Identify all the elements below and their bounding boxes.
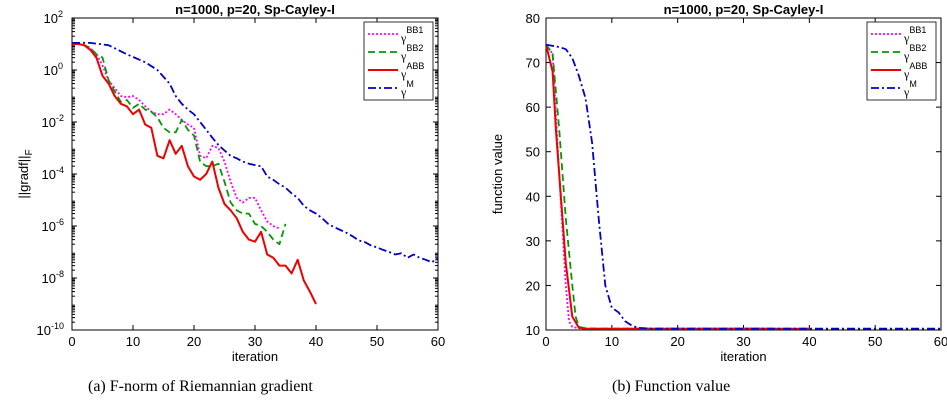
legend-label: γM	[903, 79, 917, 99]
x-tick-label: 60	[431, 334, 445, 349]
y-tick-label: 10	[42, 115, 56, 130]
legend-label-base: γ	[400, 85, 407, 99]
y-tick-label: 10	[44, 11, 58, 26]
legend-label-base: γ	[903, 67, 910, 81]
x-axis-label: iteration	[232, 349, 278, 364]
legend-label: γBB2	[400, 43, 423, 63]
y-tick-label: 70	[526, 56, 540, 71]
legend-label-base: γ	[903, 31, 910, 45]
y-tick-exponent: -10	[51, 321, 64, 331]
x-tick-label: 10	[605, 334, 619, 349]
x-tick-label: 20	[187, 334, 201, 349]
y-tick-label: 10	[37, 323, 51, 338]
y-tick-exponent: -4	[56, 165, 64, 175]
legend-label: γM	[400, 79, 414, 99]
caption-a: (a) F-norm of Riemannian gradient	[88, 378, 313, 395]
legend-label-sup: ABB	[909, 61, 927, 71]
legend-label: γABB	[400, 61, 424, 81]
legend-label-base: γ	[400, 67, 407, 81]
y-axis-label: function value	[490, 134, 505, 214]
legend-box	[363, 21, 434, 101]
y-tick-label: 10	[42, 219, 56, 234]
x-tick-label: 40	[309, 334, 323, 349]
series-line-abb	[72, 43, 317, 305]
y-tick-exponent: -8	[56, 269, 64, 279]
y-tick-label: 30	[526, 234, 540, 249]
x-axis-label: iteration	[720, 349, 766, 364]
legend-label-sup: BB1	[406, 25, 423, 35]
chart-title: n=1000, p=20, Sp-Cayley-I	[175, 2, 335, 17]
legend-box	[866, 21, 937, 101]
chart-title: n=1000, p=20, Sp-Cayley-I	[664, 2, 824, 17]
legend-label: γBB1	[903, 25, 926, 45]
y-tick-label: 10	[42, 167, 56, 182]
legend-label-base: γ	[903, 85, 910, 99]
x-tick-label: 0	[542, 334, 549, 349]
x-tick-label: 50	[868, 334, 882, 349]
x-tick-label: 30	[248, 334, 262, 349]
x-tick-label: 10	[126, 334, 140, 349]
y-tick-label: 50	[526, 145, 540, 160]
x-tick-label: 50	[370, 334, 384, 349]
legend-label: γBB2	[903, 43, 926, 63]
legend-label: γBB1	[400, 25, 423, 45]
y-axis-label-subscript: F	[24, 149, 35, 155]
legend-label-sup: BB2	[909, 43, 926, 53]
y-tick-label: 10	[44, 63, 58, 78]
y-tick-label: 60	[526, 100, 540, 115]
y-tick-exponent: -6	[56, 217, 64, 227]
y-tick-label: 80	[526, 11, 540, 26]
series-line-m	[546, 43, 941, 330]
caption-b: (b) Function value	[612, 378, 731, 395]
legend-label-base: γ	[903, 49, 910, 63]
y-tick-label: 20	[526, 278, 540, 293]
legend-label-sup: M	[406, 79, 414, 89]
series-line-bb1	[72, 43, 280, 230]
y-tick-exponent: 0	[58, 61, 63, 71]
x-tick-label: 0	[68, 334, 75, 349]
legend-label-sup: BB2	[406, 43, 423, 53]
x-tick-label: 30	[736, 334, 750, 349]
x-tick-label: 20	[670, 334, 684, 349]
x-tick-label: 60	[934, 334, 947, 349]
series-line-abb	[546, 44, 810, 330]
y-tick-exponent: -2	[56, 113, 64, 123]
series-line-bb1	[546, 44, 770, 330]
legend-label: γABB	[903, 61, 927, 81]
x-tick-label: 40	[802, 334, 816, 349]
y-tick-label: 40	[526, 189, 540, 204]
y-tick-exponent: 2	[58, 9, 63, 19]
series-line-bb2	[546, 44, 777, 330]
y-tick-label: 10	[526, 323, 540, 338]
legend-label-base: γ	[400, 31, 407, 45]
legend-label-base: γ	[400, 49, 407, 63]
legend-label-sup: M	[909, 79, 917, 89]
y-tick-label: 10	[42, 271, 56, 286]
series-line-bb2	[72, 43, 287, 246]
legend-label-sup: BB1	[909, 25, 926, 35]
legend-label-sup: ABB	[406, 61, 424, 71]
y-axis-label: ||gradf||F	[16, 149, 35, 198]
